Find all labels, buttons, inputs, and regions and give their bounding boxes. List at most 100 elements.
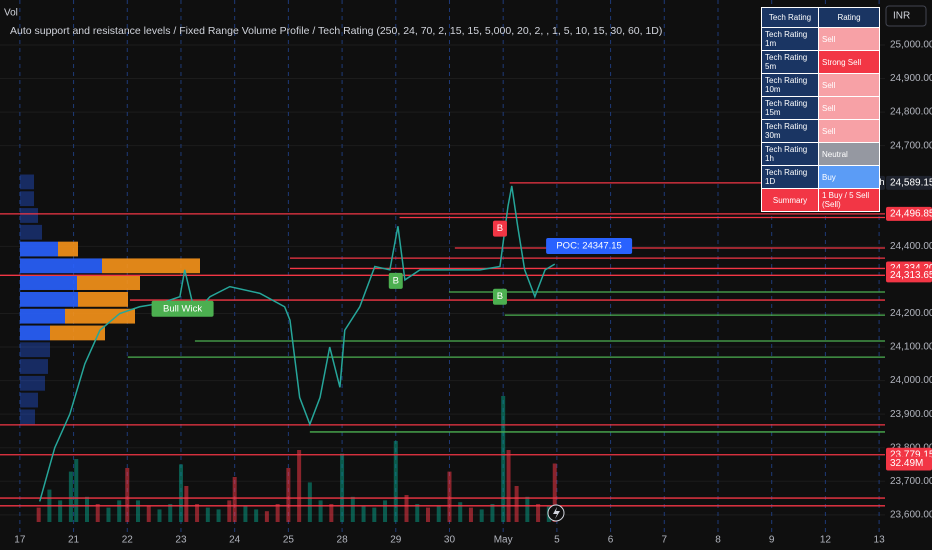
table-cell: Tech Rating 15m [761, 96, 819, 120]
volume-bar [525, 496, 530, 522]
volume-bar [68, 471, 73, 522]
profile-sell [50, 325, 105, 341]
profile-buy [20, 241, 58, 257]
price-tag-label: 24,589.15 [890, 178, 932, 189]
marker-box [388, 272, 403, 289]
marker-label: B [497, 223, 503, 234]
price-tag-label: 32.49M [890, 458, 923, 469]
y-tick-label: 24,100.00 [890, 342, 932, 353]
table-cell: Rating [818, 7, 880, 28]
x-tick-label: 13 [874, 535, 886, 546]
volume-bar [243, 505, 248, 522]
currency[interactable]: INR [893, 11, 910, 22]
volume-bar [125, 468, 130, 522]
volume-bar [458, 502, 463, 522]
profile-buy [20, 325, 50, 341]
price-tag-label: 23,779.15 [890, 449, 932, 460]
volume-bar [205, 507, 210, 522]
volume-bar [501, 396, 506, 522]
volume-bar [58, 500, 63, 522]
x-tick-label: 28 [337, 535, 349, 546]
volume-bar [404, 495, 409, 522]
table-cell: Sell [818, 73, 880, 97]
currency-box[interactable] [885, 5, 927, 27]
volume-bar [195, 504, 200, 522]
volume-bar [95, 504, 100, 522]
profile-buy [20, 275, 77, 290]
volume-bar [84, 496, 89, 522]
x-tick-label: 8 [715, 535, 721, 546]
marker-box [151, 300, 214, 317]
volume-bar [146, 505, 151, 522]
volume-bar [106, 507, 111, 522]
volume-bar [329, 504, 334, 522]
y-tick-label: 23,700.00 [890, 476, 932, 487]
x-tick-label: May [494, 535, 513, 546]
table-row: Tech Rating 15m Sell [761, 96, 880, 120]
table-row: Tech Rating Rating [761, 7, 880, 28]
volume-bar [361, 505, 366, 522]
x-tick-label: 17 [14, 535, 26, 546]
volume-bar [117, 500, 122, 522]
price-line [39, 185, 556, 502]
volume-legend: Vol [4, 8, 18, 19]
table-cell: Tech Rating [761, 7, 819, 28]
table-cell: Sell [818, 96, 880, 120]
profile-sell [65, 308, 135, 324]
table-cell: Tech Rating 1h [761, 142, 819, 166]
profile-sell [77, 275, 140, 290]
tech-rating-table: Tech Rating Rating Tech Rating 1m Sell Tech … [761, 7, 880, 212]
profile-buy [20, 191, 34, 207]
volume-bar [36, 507, 41, 522]
volume-bar [318, 500, 323, 522]
marker-box [492, 220, 507, 237]
volume-bar [136, 500, 141, 522]
price-tag [886, 175, 932, 190]
volume-bar [447, 471, 452, 522]
y-tick-label: 24,900.00 [890, 73, 932, 84]
volume-bar [74, 459, 79, 522]
profile-buy [20, 359, 48, 374]
x-tick-label: 21 [68, 535, 80, 546]
y-tick-label: 24,200.00 [890, 308, 932, 319]
table-cell: Tech Rating 5m [761, 50, 819, 74]
volume-bar [393, 441, 398, 522]
volume-bar [297, 450, 302, 522]
price-tag [886, 456, 932, 471]
x-tick-label: 22 [122, 535, 134, 546]
x-tick-label: 7 [662, 535, 668, 546]
table-row: Tech Rating 5m Strong Sell [761, 50, 880, 74]
marker-label: POC: 24347.15 [556, 241, 622, 252]
volume-bar [275, 504, 280, 522]
y-tick-label: 25,000.00 [890, 40, 932, 51]
volume-bar [350, 496, 355, 522]
table-cell: Tech Rating 30m [761, 119, 819, 143]
table-cell: Tech Rating 1m [761, 27, 819, 51]
table-row: Tech Rating 10m Sell [761, 73, 880, 97]
price-tag [886, 206, 932, 221]
volume-bar [383, 500, 388, 522]
profile-sell [78, 291, 128, 307]
volume-bar [372, 507, 377, 522]
table-row: Tech Rating 1h Neutral [761, 142, 880, 166]
x-tick-label: 23 [175, 535, 187, 546]
volume-bar [436, 505, 441, 522]
x-tick-label: 29 [390, 535, 402, 546]
profile-buy [20, 392, 38, 408]
profile-buy [20, 409, 35, 425]
table-row: Tech Rating 1D Buy [761, 165, 880, 189]
profile-buy [20, 375, 45, 391]
profile-buy [20, 342, 50, 358]
volume-bar [184, 486, 189, 522]
volume-bar [254, 509, 259, 522]
table-cell: Tech Rating 10m [761, 73, 819, 97]
marker-box [492, 288, 507, 305]
volume-bar [340, 453, 345, 522]
indicator-legend: Auto support and resistance levels / Fix… [10, 25, 662, 37]
bolt [553, 507, 560, 519]
x-tick-label: 12 [820, 535, 832, 546]
y-tick-label: 24,800.00 [890, 107, 932, 118]
volume-bar [514, 486, 519, 522]
profile-buy [20, 208, 38, 223]
volume-bar [168, 504, 173, 522]
